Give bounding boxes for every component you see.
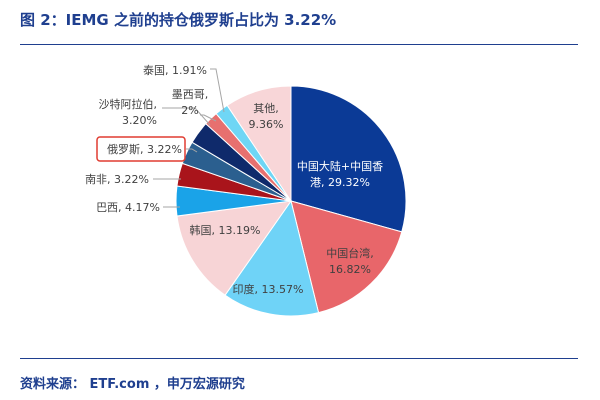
pie-labels: 中国大陆+中国香港, 29.32% 中国台湾, 16.82% 印度, 13.57% 韩国… [85,63,383,296]
figure-title: 图 2：IEMG 之前的持仓俄罗斯占比为 3.22% [20,11,337,29]
source-rule [20,358,578,359]
pie-slices [175,85,407,317]
leader-line [210,68,225,113]
pie-slice [176,200,293,296]
slice-label: 韩国, 13.19% [190,223,261,237]
slice-label: 沙特阿拉伯, 3.20% [99,97,158,127]
pie-slice [224,199,320,317]
slice-label: 中国大陆+中国香港, 29.32% [297,159,383,189]
slice-label: 俄罗斯, 3.22% [107,143,182,156]
leader-line [162,107,211,126]
title-rule [20,44,578,45]
pie-slice [290,200,403,314]
slice-label: 巴西, 4.17% [96,201,160,214]
leader-line [200,114,217,122]
pie-slice [290,85,407,233]
slice-label: 印度, 13.57% [233,282,304,296]
slice-label: 墨西哥, 2% [172,88,209,117]
slice-label: 其他, 9.36% [249,102,284,131]
pie-slice [226,85,292,203]
slice-label: 泰国, 1.91% [143,63,207,77]
leader-line [186,148,198,153]
slice-label: 南非, 3.22% [85,173,149,186]
source-note: 资料来源： ETF.com ，申万宏源研究 [20,377,245,392]
highlight-box [96,136,186,162]
slice-label: 中国台湾, 16.82% [326,246,374,276]
